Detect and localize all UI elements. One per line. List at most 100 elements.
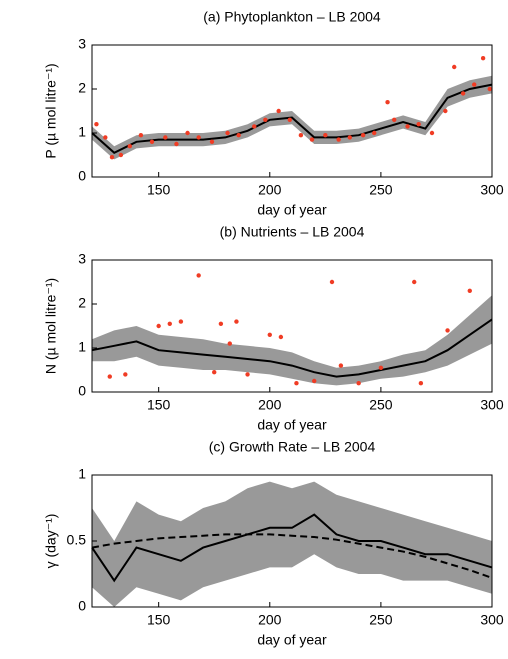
y-tick-label: 2 <box>78 80 86 96</box>
x-tick-label: 150 <box>147 612 171 628</box>
data-point <box>412 279 417 285</box>
y-tick-label: 3 <box>78 251 86 267</box>
data-point <box>267 332 272 337</box>
x-tick-label: 200 <box>258 397 282 413</box>
x-tick-label: 300 <box>480 182 504 198</box>
data-point <box>360 133 366 138</box>
x-axis-label: day of year <box>257 632 327 648</box>
data-point <box>252 124 257 129</box>
data-point <box>103 135 108 140</box>
data-point <box>487 86 492 92</box>
data-point <box>356 381 361 386</box>
y-tick-label: 1 <box>78 466 86 482</box>
x-tick-label: 250 <box>369 612 393 628</box>
data-point <box>196 273 201 278</box>
y-tick-label: 0 <box>78 598 86 614</box>
data-point <box>323 133 328 138</box>
data-point <box>236 133 241 138</box>
data-point <box>123 372 128 377</box>
data-point <box>445 328 450 333</box>
panel-title: (a) Phytoplankton – LB 2004 <box>203 9 381 25</box>
data-point <box>196 135 201 140</box>
data-point <box>329 279 335 285</box>
data-point <box>298 133 304 138</box>
data-point <box>392 117 397 123</box>
data-point <box>245 372 250 377</box>
y-tick-label: 0 <box>78 383 86 399</box>
data-point <box>480 56 486 61</box>
x-axis-label: day of year <box>257 202 327 218</box>
x-tick-label: 250 <box>369 182 393 198</box>
data-point <box>263 117 268 123</box>
data-point <box>312 378 317 384</box>
data-point <box>276 108 281 114</box>
data-point <box>212 370 217 375</box>
axes-frame <box>91 44 493 178</box>
data-point <box>372 130 377 136</box>
x-tick-label: 150 <box>147 182 171 198</box>
x-tick-label: 200 <box>258 612 282 628</box>
x-tick-label: 300 <box>480 612 504 628</box>
y-tick-label: 1 <box>78 124 86 140</box>
data-point <box>336 137 341 142</box>
data-point <box>287 117 292 123</box>
data-point <box>416 122 421 127</box>
mean-line <box>91 83 493 154</box>
data-point <box>149 139 155 144</box>
data-point <box>309 137 315 142</box>
data-point <box>94 122 99 127</box>
data-point <box>138 133 144 138</box>
data-point <box>460 91 466 96</box>
x-tick-label: 150 <box>147 397 171 413</box>
data-point <box>347 135 352 140</box>
data-point <box>218 321 224 326</box>
axes-frame <box>91 259 493 393</box>
mean-line <box>91 318 493 378</box>
data-point <box>467 288 472 293</box>
data-point <box>418 381 424 386</box>
data-point <box>378 365 384 370</box>
data-point <box>338 363 344 368</box>
data-point <box>163 135 168 140</box>
data-point <box>174 141 179 147</box>
x-tick-label: 200 <box>258 182 282 198</box>
data-point <box>127 144 132 149</box>
uncertainty-band <box>92 295 492 386</box>
data-point <box>278 334 284 340</box>
panel-title: (c) Growth Rate – LB 2004 <box>209 439 376 455</box>
mean-line <box>91 513 493 583</box>
y-tick-label: 1 <box>78 339 86 355</box>
data-point <box>209 139 215 144</box>
data-point <box>234 319 239 324</box>
data-point <box>107 374 112 379</box>
uncertainty-band <box>92 481 492 607</box>
y-tick-label: 3 <box>78 36 86 52</box>
y-tick-label: 0 <box>78 168 86 184</box>
x-tick-label: 250 <box>369 397 393 413</box>
data-point <box>294 381 299 386</box>
data-point <box>405 124 410 129</box>
y-tick-label: 2 <box>78 295 86 311</box>
x-axis-label: day of year <box>257 417 327 433</box>
data-point <box>385 100 390 105</box>
data-point <box>109 155 115 160</box>
data-point <box>178 319 184 324</box>
y-axis-label: γ (day⁻¹) <box>43 514 59 569</box>
data-point <box>452 64 457 70</box>
data-point <box>156 323 161 329</box>
y-axis-label: N (µ mol litre⁻¹) <box>43 278 59 374</box>
panel-title: (b) Nutrients – LB 2004 <box>220 224 365 240</box>
data-point <box>118 152 124 158</box>
dashed-line <box>91 533 493 579</box>
data-point <box>472 82 477 87</box>
x-tick-label: 300 <box>480 397 504 413</box>
data-point <box>429 130 435 136</box>
data-point <box>185 130 190 136</box>
y-axis-label: P (µ mol litre⁻¹) <box>43 63 59 158</box>
data-point <box>443 108 448 114</box>
data-point <box>225 130 230 136</box>
data-point <box>227 341 232 346</box>
data-point <box>167 321 172 326</box>
y-tick-label: 0.5 <box>67 532 87 548</box>
